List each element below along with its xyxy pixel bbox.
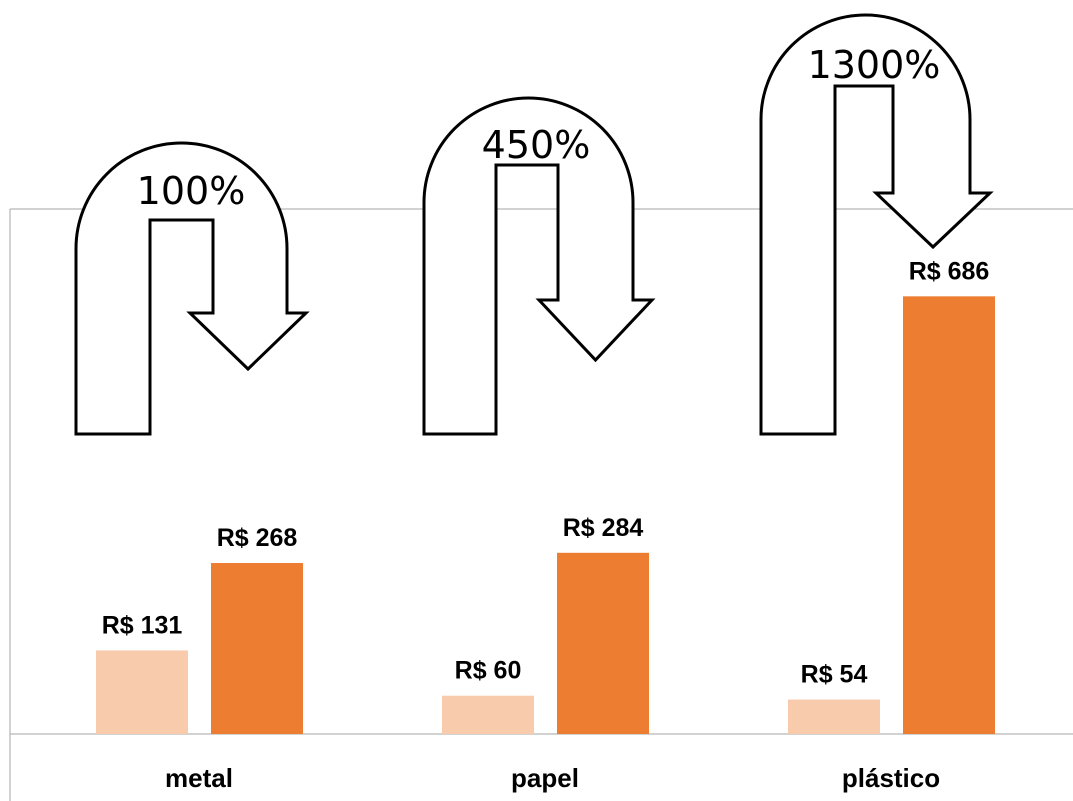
- bar-papel-series-1: [442, 695, 534, 734]
- bar-metal-series-2: [211, 563, 303, 734]
- category-label: papel: [511, 763, 579, 793]
- data-label: R$ 268: [217, 524, 298, 552]
- bar-plástico-series-1: [788, 699, 880, 734]
- growth-percentage-label: 1300%: [808, 43, 941, 87]
- u-turn-arrow: [74, 141, 310, 436]
- arrows-layer: 100% 450% 1300%: [74, 13, 994, 436]
- u-turn-arrow: [422, 96, 656, 436]
- data-label: R$ 284: [563, 514, 644, 542]
- category-label: metal: [165, 763, 233, 793]
- data-label: R$ 54: [801, 661, 868, 689]
- category-labels-layer: metal papel plástico: [165, 763, 940, 793]
- bar-papel-series-2: [557, 552, 649, 734]
- category-label: plástico: [842, 763, 940, 793]
- bar-labels-layer: R$ 131 R$ 60 R$ 54 R$ 268 R$ 284 R$ 686: [102, 257, 990, 688]
- bar-plástico-series-2: [903, 296, 995, 734]
- growth-percentage-label: 450%: [482, 123, 591, 167]
- data-label: R$ 60: [455, 657, 522, 685]
- growth-percentage-label: 100%: [137, 169, 246, 213]
- bar-metal-series-1: [96, 650, 188, 734]
- data-label: R$ 131: [102, 611, 183, 639]
- bars-layer: [96, 296, 995, 734]
- data-label: R$ 686: [909, 257, 990, 285]
- u-turn-arrow: [759, 13, 994, 436]
